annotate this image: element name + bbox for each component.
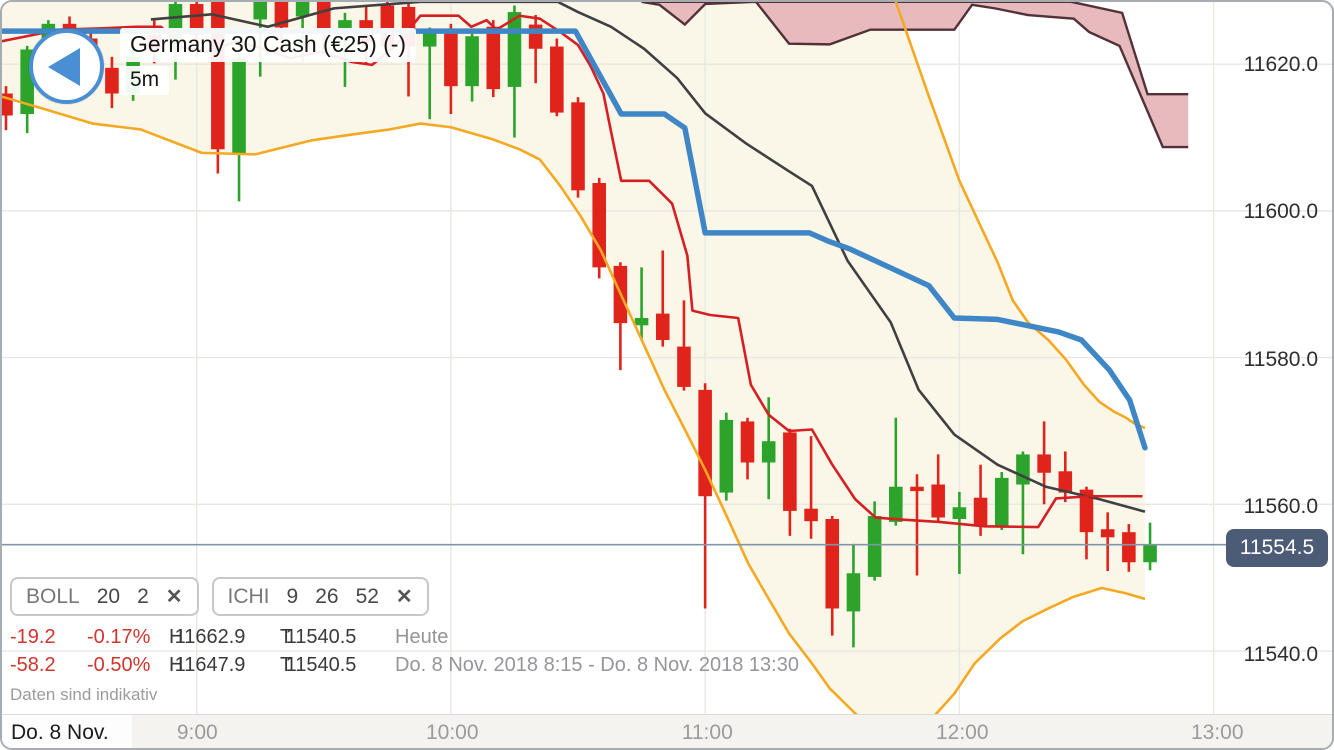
x-axis-bar: Do. 8 Nov. 9:00 10:00 11:00 12:00 13:00 — [2, 714, 1332, 748]
back-button[interactable] — [29, 29, 104, 104]
change-percent: -0.17% — [87, 626, 151, 648]
high-value: H 11662.9 — [169, 626, 246, 648]
indicator-chips: BOLL 20 2 ✕ ICHI 9 26 52 ✕ — [10, 577, 429, 616]
y-axis-label: 11560.0 — [1243, 495, 1318, 518]
timeframe-label[interactable]: 5m — [120, 66, 170, 95]
indicator-param: 2 — [137, 584, 149, 608]
y-axis-label: 11620.0 — [1243, 52, 1318, 76]
y-axis-label: 11600.0 — [1243, 200, 1318, 223]
period-label: Heute — [395, 626, 449, 648]
x-axis-date-label: Do. 8 Nov. — [2, 715, 132, 748]
indicator-name: ICHI — [227, 584, 270, 608]
low-value: T 11540.5 — [280, 654, 357, 676]
disclaimer-text: Daten sind indikativ — [10, 685, 158, 704]
change-percent: -0.50% — [87, 654, 151, 676]
x-axis-tick: 10:00 — [425, 721, 479, 744]
indicator-param: 52 — [355, 584, 379, 608]
instrument-title: Germany 30 Cash (€25) (-) — [120, 28, 417, 62]
close-icon[interactable]: ✕ — [395, 586, 413, 608]
y-axis-label: 11540.0 — [1243, 642, 1318, 666]
change-value: -58.2 — [10, 654, 56, 676]
y-axis-label: 11580.0 — [1243, 347, 1318, 371]
indicator-chip-boll[interactable]: BOLL 20 2 ✕ — [10, 577, 199, 616]
high-value: H 11647.9 — [169, 654, 246, 676]
x-axis-tick: 13:00 — [1190, 721, 1244, 744]
stats-row-range: -58.2 -0.50% H 11647.9 T 11540.5 Do. 8 N… — [2, 654, 902, 678]
indicator-param: 26 — [315, 584, 339, 608]
change-value: -19.2 — [10, 626, 56, 648]
period-label: Do. 8 Nov. 2018 8:15 - Do. 8 Nov. 2018 1… — [395, 654, 799, 676]
x-axis-tick: 12:00 — [935, 721, 989, 744]
indicator-name: BOLL — [26, 584, 80, 608]
close-icon[interactable]: ✕ — [165, 586, 183, 608]
back-arrow-icon — [48, 48, 80, 86]
indicator-param: 20 — [96, 584, 121, 608]
stats-row-today: -19.2 -0.17% H 11662.9 T 11540.5 Heute — [2, 626, 902, 650]
x-axis-tick: 9:00 — [176, 721, 218, 744]
indicator-param: 9 — [286, 584, 299, 608]
x-axis-tick: 11:00 — [681, 721, 733, 744]
current-price-badge: 11554.5 — [1226, 528, 1328, 567]
indicator-chip-ichi[interactable]: ICHI 9 26 52 ✕ — [211, 577, 429, 616]
low-value: T 11540.5 — [280, 626, 357, 648]
